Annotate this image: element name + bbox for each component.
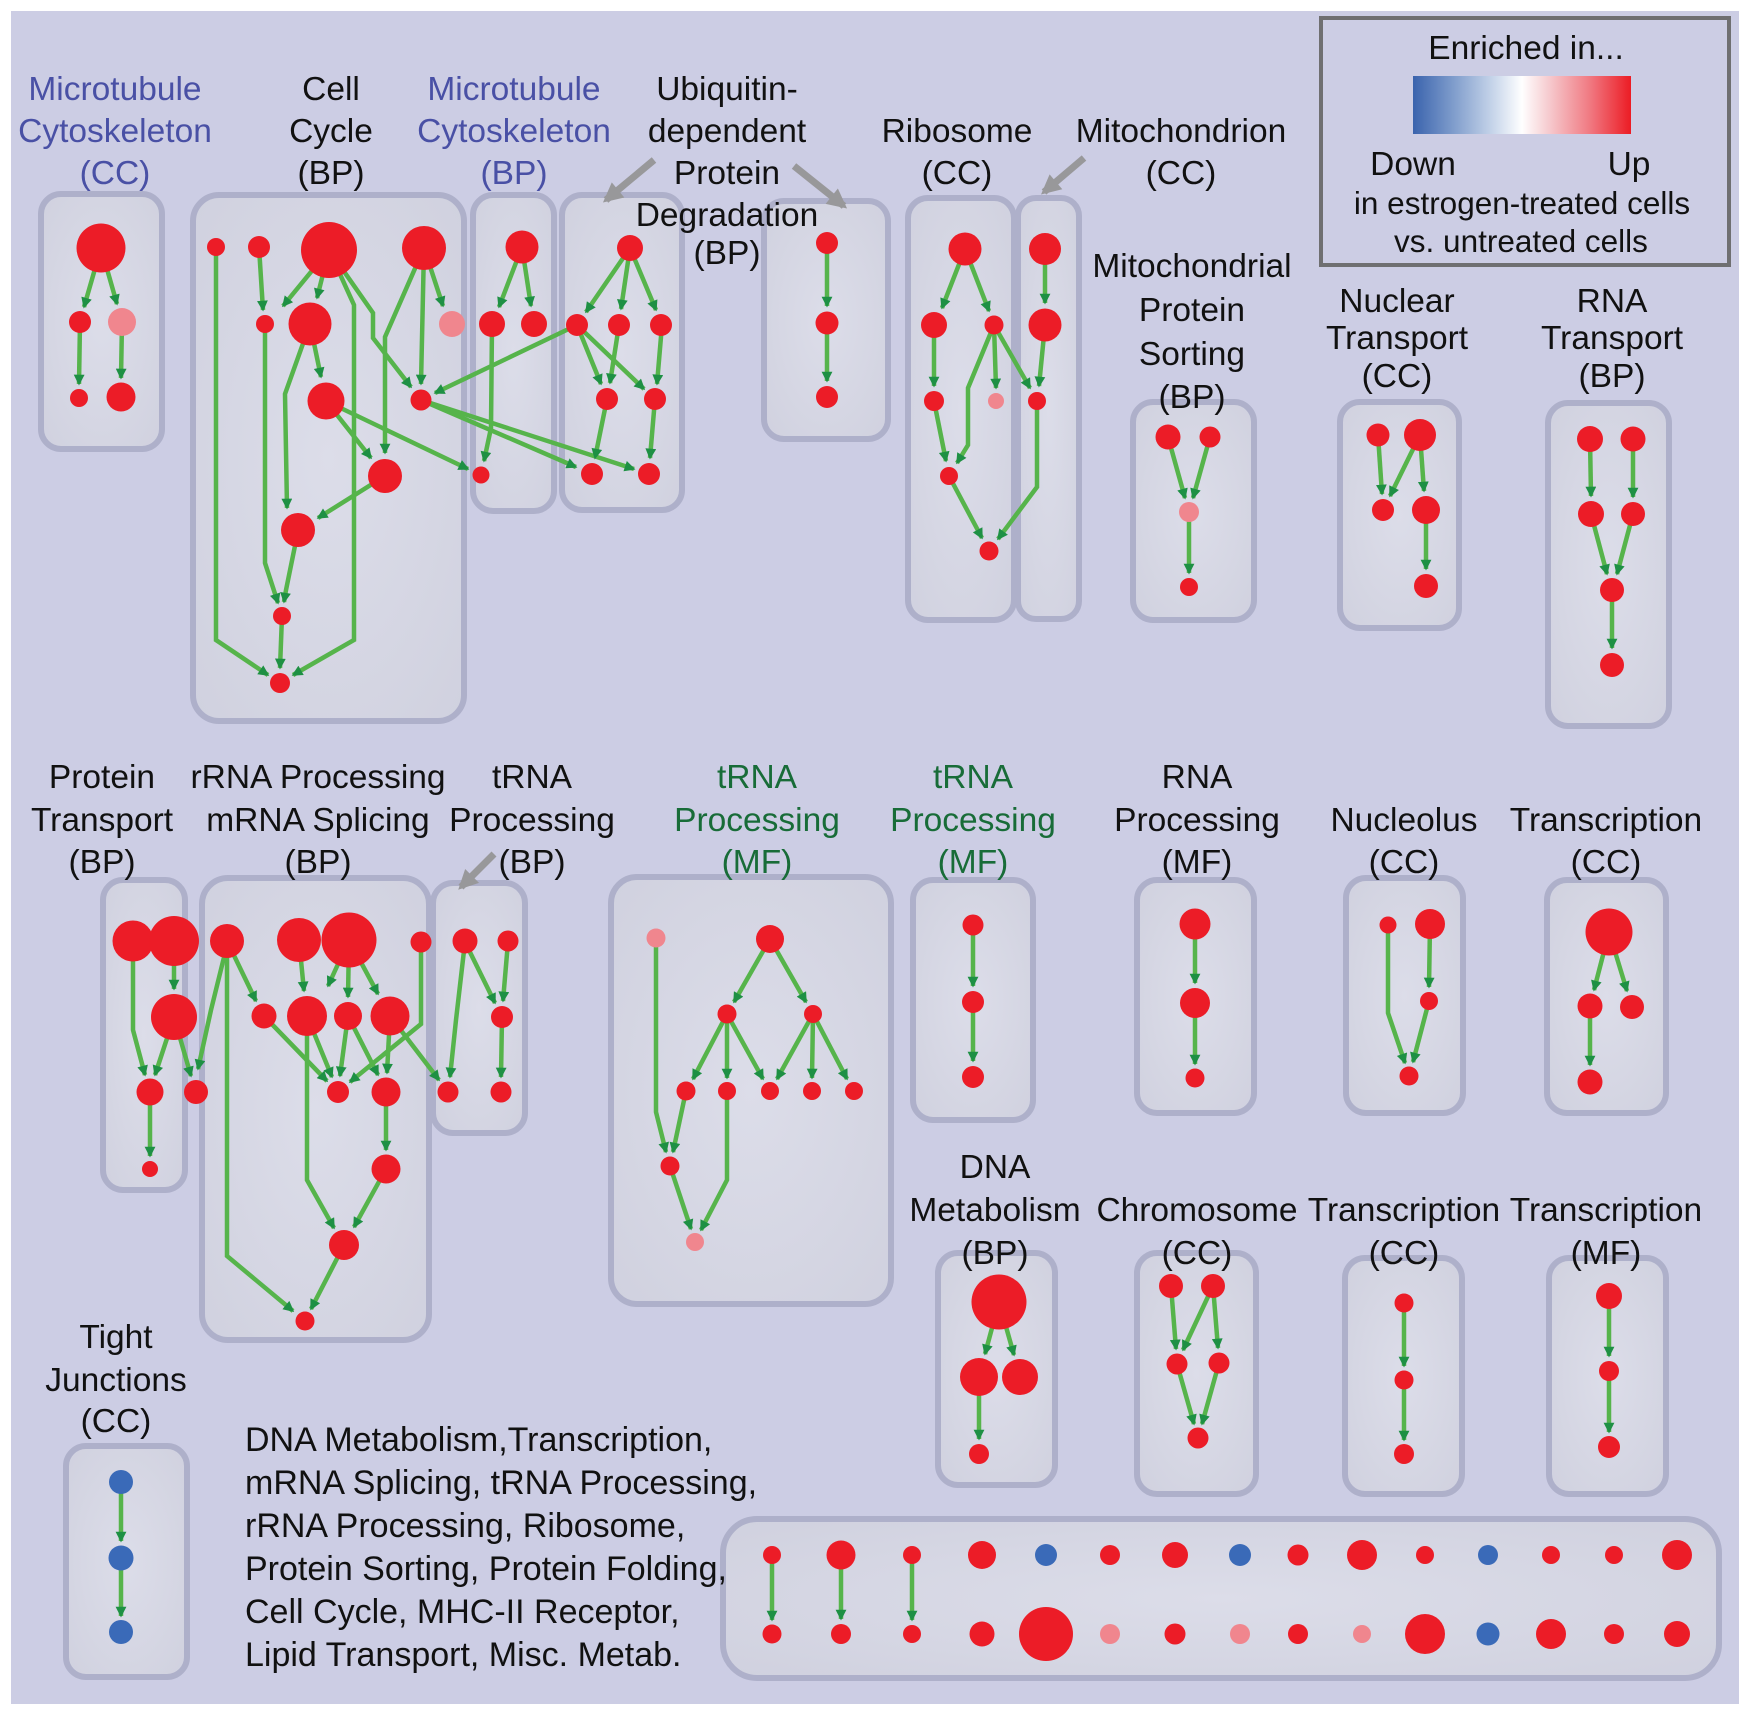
- svg-text:mRNA Splicing, tRNA Processing: mRNA Splicing, tRNA Processing,: [245, 1464, 757, 1502]
- svg-text:Transcription: Transcription: [1510, 802, 1702, 839]
- svg-text:Transport: Transport: [1541, 320, 1684, 357]
- svg-text:(CC): (CC): [1369, 844, 1440, 881]
- svg-text:Transport: Transport: [1326, 320, 1469, 357]
- svg-text:Processing: Processing: [890, 802, 1056, 839]
- svg-text:Protein: Protein: [674, 155, 780, 192]
- svg-text:(BP): (BP): [1159, 379, 1226, 416]
- svg-text:Cytoskeleton: Cytoskeleton: [417, 113, 611, 150]
- svg-text:Enriched in...: Enriched in...: [1428, 30, 1624, 67]
- svg-text:rRNA Processing, Ribosome,: rRNA Processing, Ribosome,: [245, 1507, 685, 1545]
- svg-text:(BP): (BP): [694, 235, 761, 272]
- svg-text:Mitochondrial: Mitochondrial: [1092, 248, 1291, 285]
- svg-text:dependent: dependent: [648, 113, 807, 150]
- svg-text:rRNA Processing: rRNA Processing: [190, 759, 445, 796]
- svg-text:(CC): (CC): [80, 155, 151, 192]
- svg-text:Nucleolus: Nucleolus: [1330, 802, 1477, 839]
- svg-text:vs. untreated cells: vs. untreated cells: [1394, 223, 1648, 259]
- svg-text:RNA: RNA: [1162, 759, 1233, 796]
- svg-text:(BP): (BP): [962, 1235, 1029, 1272]
- svg-text:Cell Cycle, MHC-II Receptor,: Cell Cycle, MHC-II Receptor,: [245, 1593, 680, 1631]
- svg-text:Cytoskeleton: Cytoskeleton: [18, 113, 212, 150]
- svg-text:Up: Up: [1608, 146, 1651, 183]
- svg-text:Mitochondrion: Mitochondrion: [1076, 113, 1286, 150]
- svg-text:(CC): (CC): [1369, 1235, 1440, 1272]
- svg-text:(BP): (BP): [481, 155, 548, 192]
- svg-text:Transcription: Transcription: [1510, 1192, 1702, 1229]
- svg-text:(BP): (BP): [69, 844, 136, 881]
- svg-text:DNA: DNA: [960, 1149, 1031, 1186]
- svg-text:(BP): (BP): [499, 844, 566, 881]
- svg-text:Protein Sorting, Protein Foldi: Protein Sorting, Protein Folding,: [245, 1550, 727, 1588]
- svg-text:(CC): (CC): [1571, 844, 1642, 881]
- svg-text:Ribosome: Ribosome: [882, 113, 1033, 150]
- svg-text:Nuclear: Nuclear: [1339, 283, 1454, 320]
- svg-text:tRNA: tRNA: [717, 759, 798, 796]
- svg-text:Processing: Processing: [449, 802, 615, 839]
- svg-text:(MF): (MF): [722, 844, 793, 881]
- svg-text:(MF): (MF): [1162, 844, 1233, 881]
- svg-text:(CC): (CC): [1362, 358, 1433, 395]
- svg-text:Protein: Protein: [1139, 292, 1245, 329]
- svg-text:(BP): (BP): [298, 155, 365, 192]
- svg-text:DNA Metabolism,Transcription,: DNA Metabolism,Transcription,: [245, 1421, 712, 1459]
- svg-text:in estrogen-treated cells: in estrogen-treated cells: [1354, 185, 1690, 221]
- svg-text:Down: Down: [1370, 146, 1456, 183]
- svg-text:Cycle: Cycle: [289, 113, 373, 150]
- svg-text:Microtubule: Microtubule: [28, 71, 201, 108]
- svg-text:(BP): (BP): [285, 844, 352, 881]
- svg-text:(CC): (CC): [1162, 1235, 1233, 1272]
- svg-text:mRNA Splicing: mRNA Splicing: [206, 802, 429, 839]
- svg-text:Ubiquitin-: Ubiquitin-: [656, 71, 798, 108]
- svg-text:Metabolism: Metabolism: [909, 1192, 1080, 1229]
- svg-text:Transcription: Transcription: [1308, 1192, 1500, 1229]
- svg-text:Tight: Tight: [79, 1319, 153, 1356]
- svg-text:Lipid Transport, Misc. Metab.: Lipid Transport, Misc. Metab.: [245, 1636, 682, 1674]
- svg-text:RNA: RNA: [1577, 283, 1648, 320]
- svg-text:Chromosome: Chromosome: [1096, 1192, 1297, 1229]
- svg-text:Degradation: Degradation: [636, 197, 819, 234]
- svg-text:(BP): (BP): [1579, 358, 1646, 395]
- svg-text:Protein: Protein: [49, 759, 155, 796]
- svg-text:tRNA: tRNA: [492, 759, 573, 796]
- svg-text:(MF): (MF): [938, 844, 1009, 881]
- svg-text:Junctions: Junctions: [45, 1362, 187, 1399]
- svg-text:Sorting: Sorting: [1139, 336, 1245, 373]
- svg-text:(CC): (CC): [81, 1403, 152, 1440]
- svg-text:(CC): (CC): [922, 155, 993, 192]
- svg-text:Processing: Processing: [674, 802, 840, 839]
- svg-text:Transport: Transport: [31, 802, 174, 839]
- svg-text:Microtubule: Microtubule: [427, 71, 600, 108]
- svg-text:Processing: Processing: [1114, 802, 1280, 839]
- svg-text:tRNA: tRNA: [933, 759, 1014, 796]
- svg-text:Cell: Cell: [302, 71, 360, 108]
- svg-text:(MF): (MF): [1571, 1235, 1642, 1272]
- svg-text:(CC): (CC): [1146, 155, 1217, 192]
